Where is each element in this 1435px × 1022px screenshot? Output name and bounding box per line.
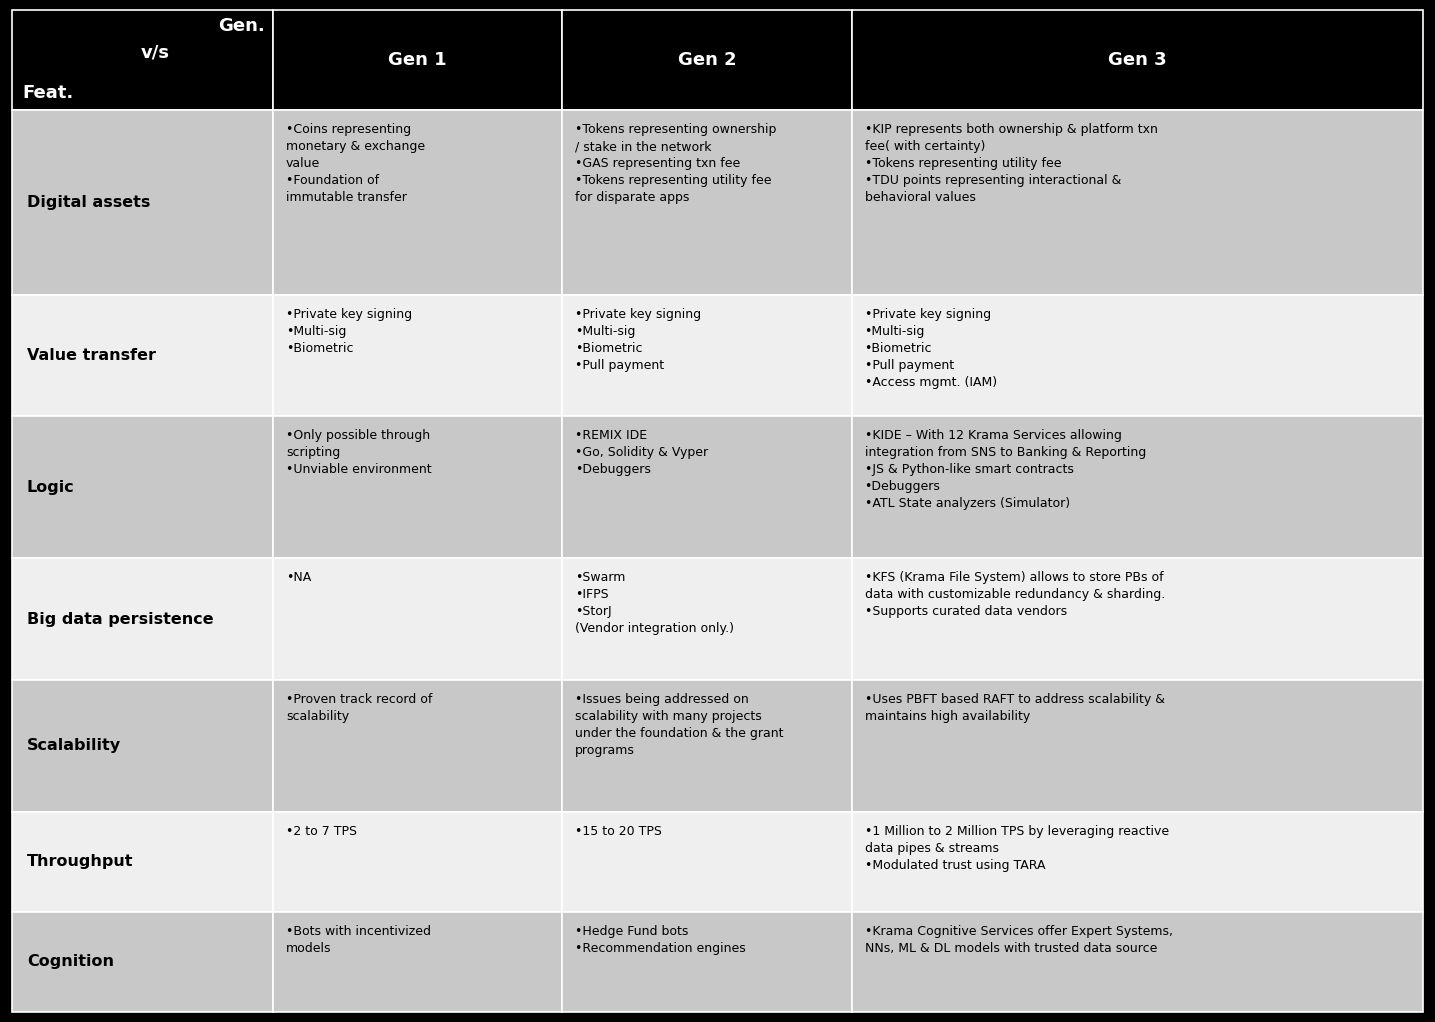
Bar	[563, 110, 851, 294]
Text: •KIP represents both ownership & platform txn
fee( with certainty)
•Tokens repre: •KIP represents both ownership & platfor…	[864, 124, 1158, 204]
Text: •Krama Cognitive Services offer Expert Systems,
NNs, ML & DL models with trusted: •Krama Cognitive Services offer Expert S…	[864, 925, 1172, 955]
Text: •Private key signing
•Multi-sig
•Biometric
•Pull payment: •Private key signing •Multi-sig •Biometr…	[575, 308, 702, 372]
Text: •Private key signing
•Multi-sig
•Biometric: •Private key signing •Multi-sig •Biometr…	[286, 308, 412, 355]
Text: •Bots with incentivized
models: •Bots with incentivized models	[286, 925, 430, 955]
Bar	[273, 680, 563, 811]
Bar	[563, 680, 851, 811]
Text: •KIDE – With 12 Krama Services allowing
integration from SNS to Banking & Report: •KIDE – With 12 Krama Services allowing …	[864, 429, 1145, 510]
Text: Digital assets: Digital assets	[27, 195, 151, 210]
Bar	[273, 110, 563, 294]
Bar	[273, 558, 563, 680]
Bar	[851, 811, 1424, 912]
Bar	[851, 110, 1424, 294]
Bar	[11, 912, 273, 1012]
Text: Scalability: Scalability	[27, 738, 121, 753]
Bar	[11, 680, 273, 811]
Text: •1 Million to 2 Million TPS by leveraging reactive
data pipes & streams
•Modulat: •1 Million to 2 Million TPS by leveragin…	[864, 825, 1168, 872]
Text: Gen 1: Gen 1	[389, 51, 446, 69]
Text: •Tokens representing ownership
/ stake in the network
•GAS representing txn fee
: •Tokens representing ownership / stake i…	[575, 124, 776, 204]
Bar	[851, 416, 1424, 558]
Text: Gen.: Gen.	[218, 17, 265, 35]
Bar	[563, 416, 851, 558]
Bar	[851, 10, 1424, 110]
Text: Big data persistence: Big data persistence	[27, 611, 214, 626]
Text: •15 to 20 TPS: •15 to 20 TPS	[575, 825, 662, 838]
Bar	[11, 811, 273, 912]
Text: •Private key signing
•Multi-sig
•Biometric
•Pull payment
•Access mgmt. (IAM): •Private key signing •Multi-sig •Biometr…	[864, 308, 997, 388]
Bar	[273, 811, 563, 912]
Bar	[11, 10, 273, 110]
Bar	[273, 10, 563, 110]
Text: •Hedge Fund bots
•Recommendation engines: •Hedge Fund bots •Recommendation engines	[575, 925, 746, 955]
Text: •Issues being addressed on
scalability with many projects
under the foundation &: •Issues being addressed on scalability w…	[575, 693, 784, 756]
Bar	[563, 912, 851, 1012]
Bar	[563, 294, 851, 416]
Text: •NA: •NA	[286, 571, 311, 585]
Bar	[851, 558, 1424, 680]
Bar	[851, 912, 1424, 1012]
Bar	[273, 416, 563, 558]
Text: Feat.: Feat.	[22, 84, 73, 102]
Bar	[11, 294, 273, 416]
Bar	[851, 680, 1424, 811]
Text: Value transfer: Value transfer	[27, 347, 156, 363]
Text: •KFS (Krama File System) allows to store PBs of
data with customizable redundanc: •KFS (Krama File System) allows to store…	[864, 571, 1165, 618]
Text: •Only possible through
scripting
•Unviable environment: •Only possible through scripting •Unviab…	[286, 429, 432, 476]
Text: •REMIX IDE
•Go, Solidity & Vyper
•Debuggers: •REMIX IDE •Go, Solidity & Vyper •Debugg…	[575, 429, 709, 476]
Text: Gen 2: Gen 2	[677, 51, 736, 69]
Bar	[273, 294, 563, 416]
Text: •Proven track record of
scalability: •Proven track record of scalability	[286, 693, 432, 723]
Bar	[851, 294, 1424, 416]
Text: v/s: v/s	[141, 43, 171, 61]
Text: •2 to 7 TPS: •2 to 7 TPS	[286, 825, 357, 838]
Text: •Coins representing
monetary & exchange
value
•Foundation of
immutable transfer: •Coins representing monetary & exchange …	[286, 124, 425, 204]
Bar	[563, 10, 851, 110]
Text: •Uses PBFT based RAFT to address scalability &
maintains high availability: •Uses PBFT based RAFT to address scalabi…	[864, 693, 1165, 723]
Bar	[11, 558, 273, 680]
Text: Logic: Logic	[27, 479, 75, 495]
Text: Gen 3: Gen 3	[1108, 51, 1167, 69]
Bar	[563, 558, 851, 680]
Bar	[563, 811, 851, 912]
Text: Cognition: Cognition	[27, 955, 113, 970]
Text: Throughput: Throughput	[27, 854, 133, 869]
Text: •Swarm
•IFPS
•StorJ
(Vendor integration only.): •Swarm •IFPS •StorJ (Vendor integration …	[575, 571, 735, 636]
Bar	[11, 416, 273, 558]
Bar	[11, 110, 273, 294]
Bar	[273, 912, 563, 1012]
